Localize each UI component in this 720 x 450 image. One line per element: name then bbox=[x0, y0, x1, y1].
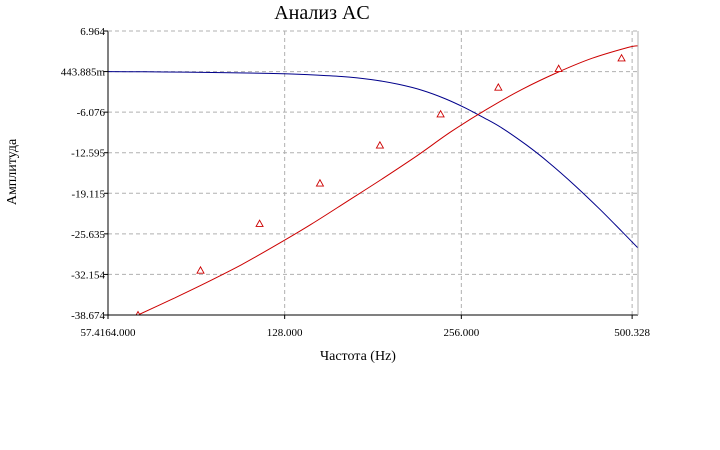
plot-area bbox=[108, 45, 638, 315]
x-tick-label: 500.328 bbox=[614, 327, 650, 339]
chart-title: Анализ AC bbox=[274, 2, 370, 24]
y-tick-label: -6.076 bbox=[77, 107, 106, 119]
triangle-marker bbox=[315, 178, 325, 187]
triangle-marker bbox=[375, 140, 385, 149]
y-tick-label: -32.154 bbox=[71, 269, 105, 281]
triangle-marker bbox=[494, 82, 503, 91]
y-tick-label: -25.635 bbox=[71, 229, 105, 241]
triangle-marker bbox=[617, 53, 626, 62]
triangle-marker bbox=[436, 109, 445, 118]
y-ticks: 6.964 443.885m -6.076 -12.595 -19.115 -25.635… bbox=[61, 26, 108, 322]
x-tick-label: 256.000 bbox=[443, 327, 479, 339]
y-tick-label: 443.885m bbox=[61, 67, 106, 79]
x-tick-label: 128.000 bbox=[267, 327, 303, 339]
y-tick-label: -12.595 bbox=[71, 148, 105, 160]
x-tick-label: 57.4164.000 bbox=[81, 327, 137, 339]
series-line-1 bbox=[108, 71, 638, 249]
y-axis-label: Амплитуда bbox=[5, 138, 20, 205]
y-tick-label: -19.115 bbox=[71, 188, 105, 200]
x-axis-label: Частота (Hz) bbox=[320, 349, 396, 364]
triangle-marker bbox=[196, 265, 205, 274]
x-ticks: 57.4164.000 128.000 256.000 500.328 bbox=[81, 315, 650, 339]
grid bbox=[108, 31, 638, 315]
triangle-marker bbox=[554, 64, 563, 72]
triangle-marker bbox=[255, 219, 264, 227]
y-tick-label: -38.674 bbox=[71, 310, 105, 322]
series-line-2 bbox=[137, 45, 638, 315]
y-tick-label: 6.964 bbox=[80, 26, 105, 38]
axes bbox=[107, 30, 639, 316]
